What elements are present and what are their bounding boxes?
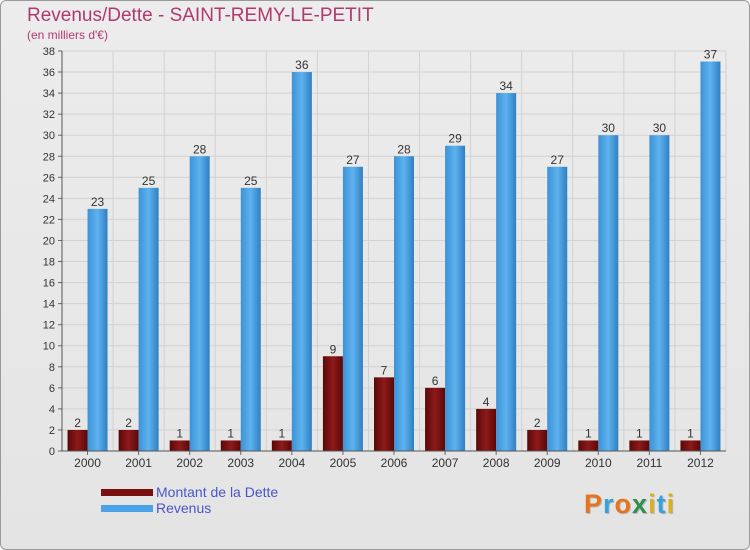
bar-revenus-2007 bbox=[445, 145, 466, 451]
data-label-revenus-2009: 27 bbox=[551, 153, 565, 167]
y-tick-label-16: 16 bbox=[43, 278, 55, 290]
x-tick-label-2010: 2010 bbox=[585, 456, 612, 470]
bar-dette-2009 bbox=[527, 429, 548, 451]
bar-revenus-2003 bbox=[240, 187, 261, 451]
y-tick-label-36: 36 bbox=[43, 67, 55, 79]
y-tick-label-4: 4 bbox=[49, 404, 55, 416]
bar-dette-2006 bbox=[374, 377, 394, 451]
data-label-revenus-2012: 37 bbox=[704, 48, 718, 62]
data-label-revenus-2007: 29 bbox=[448, 132, 462, 146]
y-tick-label-30: 30 bbox=[43, 130, 55, 142]
data-label-dette-2011: 1 bbox=[636, 426, 643, 440]
data-label-dette-2006: 7 bbox=[381, 363, 388, 377]
bar-revenus-2006 bbox=[394, 156, 414, 451]
y-tick-label-32: 32 bbox=[43, 109, 55, 121]
y-tick-label-20: 20 bbox=[43, 235, 55, 247]
chart-subtitle: (en milliers d'€) bbox=[27, 28, 108, 42]
data-label-dette-2003: 1 bbox=[227, 426, 234, 440]
bar-revenus-2001 bbox=[138, 187, 159, 451]
y-tick-label-2: 2 bbox=[49, 425, 55, 437]
proxiti-logo: Proxiti bbox=[584, 489, 676, 519]
y-tick-label-10: 10 bbox=[43, 341, 55, 353]
data-label-revenus-2011: 30 bbox=[653, 121, 667, 135]
data-label-revenus-2002: 28 bbox=[193, 142, 207, 156]
y-tick-label-34: 34 bbox=[43, 88, 55, 100]
x-tick-label-2002: 2002 bbox=[176, 456, 203, 470]
data-label-dette-2002: 1 bbox=[176, 426, 183, 440]
x-tick-label-2001: 2001 bbox=[125, 456, 152, 470]
y-tick-label-0: 0 bbox=[49, 446, 55, 458]
data-label-dette-2004: 1 bbox=[279, 426, 286, 440]
y-tick-label-18: 18 bbox=[43, 257, 55, 269]
data-label-revenus-2005: 27 bbox=[346, 153, 360, 167]
legend-swatch-revenus bbox=[101, 505, 153, 512]
bar-dette-2008 bbox=[476, 408, 497, 451]
data-label-dette-2000: 2 bbox=[74, 416, 81, 430]
data-label-revenus-2003: 25 bbox=[244, 174, 258, 188]
legend-swatch-dette bbox=[101, 489, 153, 496]
data-label-revenus-2010: 30 bbox=[602, 121, 616, 135]
x-tick-label-2004: 2004 bbox=[278, 456, 305, 470]
bar-dette-2007 bbox=[425, 387, 446, 451]
data-label-dette-2012: 1 bbox=[687, 426, 694, 440]
x-tick-label-2007: 2007 bbox=[432, 456, 459, 470]
bar-dette-2000 bbox=[67, 429, 88, 451]
data-label-dette-2010: 1 bbox=[585, 426, 592, 440]
bar-dette-2003 bbox=[220, 440, 241, 451]
bar-revenus-2005 bbox=[342, 166, 363, 451]
x-tick-label-2005: 2005 bbox=[330, 456, 357, 470]
x-tick-label-2008: 2008 bbox=[483, 456, 510, 470]
y-tick-label-12: 12 bbox=[43, 320, 55, 332]
data-label-dette-2009: 2 bbox=[534, 416, 541, 430]
bar-dette-2002 bbox=[169, 440, 190, 451]
y-tick-label-6: 6 bbox=[49, 383, 55, 395]
data-label-revenus-2006: 28 bbox=[397, 142, 411, 156]
y-tick-label-26: 26 bbox=[43, 172, 55, 184]
y-tick-label-24: 24 bbox=[43, 193, 55, 205]
y-tick-label-38: 38 bbox=[43, 46, 55, 58]
data-label-dette-2008: 4 bbox=[483, 395, 490, 409]
x-tick-label-2000: 2000 bbox=[74, 456, 101, 470]
chart-title: Revenus/Dette - SAINT-REMY-LE-PETIT bbox=[27, 5, 374, 26]
bar-revenus-2008 bbox=[496, 93, 517, 452]
data-label-dette-2007: 6 bbox=[432, 374, 439, 388]
y-tick-label-14: 14 bbox=[43, 299, 55, 311]
data-label-revenus-2008: 34 bbox=[499, 79, 513, 93]
legend-label-dette: Montant de la Dette bbox=[156, 484, 279, 500]
data-label-revenus-2004: 36 bbox=[295, 58, 309, 72]
x-tick-label-2009: 2009 bbox=[534, 456, 561, 470]
bar-revenus-2004 bbox=[291, 72, 312, 451]
x-tick-label-2012: 2012 bbox=[687, 456, 714, 470]
y-tick-label-22: 22 bbox=[43, 214, 55, 226]
bar-revenus-2002 bbox=[189, 156, 210, 451]
y-tick-label-28: 28 bbox=[43, 151, 55, 163]
x-tick-label-2003: 2003 bbox=[227, 456, 254, 470]
data-label-dette-2001: 2 bbox=[125, 416, 132, 430]
bar-revenus-2000 bbox=[87, 208, 108, 451]
bar-revenus-2011 bbox=[649, 135, 670, 452]
bar-revenus-2010 bbox=[598, 135, 619, 452]
bar-dette-2012 bbox=[680, 440, 701, 451]
bar-dette-2011 bbox=[629, 440, 650, 451]
bar-dette-2010 bbox=[578, 440, 599, 451]
bar-revenus-2012 bbox=[700, 61, 721, 452]
x-tick-label-2011: 2011 bbox=[636, 456, 662, 470]
bar-dette-2001 bbox=[118, 429, 139, 451]
legend-label-revenus: Revenus bbox=[156, 500, 212, 516]
data-label-revenus-2000: 23 bbox=[91, 195, 105, 209]
data-label-revenus-2001: 25 bbox=[142, 174, 156, 188]
y-tick-label-8: 8 bbox=[49, 362, 55, 374]
data-label-dette-2005: 9 bbox=[330, 342, 337, 356]
x-tick-label-2006: 2006 bbox=[381, 456, 408, 470]
bar-revenus-2009 bbox=[547, 166, 568, 451]
bar-dette-2004 bbox=[271, 440, 292, 451]
bar-dette-2005 bbox=[322, 356, 343, 451]
